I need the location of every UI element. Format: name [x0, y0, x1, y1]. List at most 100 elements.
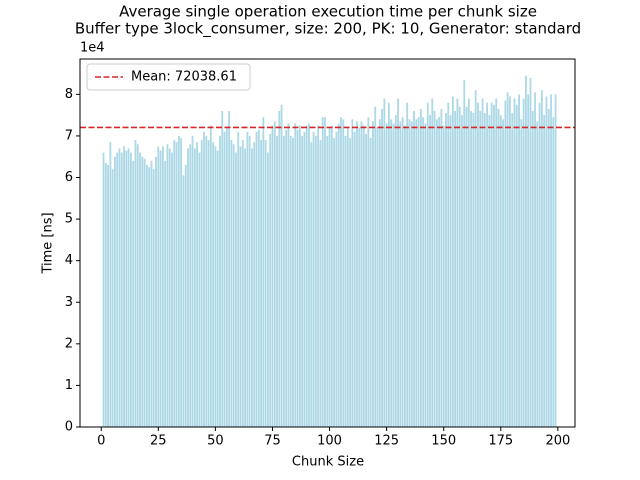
bar — [401, 117, 404, 427]
bar — [273, 121, 276, 428]
bar — [344, 135, 347, 427]
bar — [223, 131, 226, 427]
x-tick-label: 0 — [97, 434, 105, 449]
bar — [335, 131, 338, 427]
bar — [340, 117, 342, 427]
y-offset-label: 1e4 — [80, 41, 105, 56]
bar — [104, 162, 107, 427]
bar — [187, 148, 189, 427]
bar — [255, 131, 258, 427]
bar — [547, 108, 550, 427]
y-tick-label: 5 — [65, 212, 73, 227]
bar — [253, 142, 256, 427]
bar — [417, 117, 420, 427]
bar — [216, 150, 219, 427]
bar — [114, 156, 116, 427]
y-axis-label: Time [ns] — [41, 212, 56, 274]
bar — [456, 98, 459, 428]
bar — [447, 102, 450, 428]
bar — [177, 135, 180, 427]
bar — [463, 79, 466, 428]
bar — [358, 127, 361, 427]
bar — [145, 165, 148, 427]
bar — [349, 138, 352, 427]
bar — [171, 152, 173, 427]
bar — [120, 152, 123, 427]
bar — [442, 125, 445, 428]
chart-title: Average single operation execution time … — [119, 3, 537, 21]
bar — [458, 106, 461, 427]
bar — [219, 135, 221, 427]
bar — [435, 119, 438, 427]
plot-frame — [79, 58, 576, 428]
bar — [550, 94, 552, 427]
bar — [426, 102, 429, 428]
bar — [518, 94, 520, 427]
bar — [529, 77, 532, 428]
bar — [139, 152, 141, 427]
bar — [244, 148, 246, 427]
bar — [209, 125, 212, 428]
y-tick-label: 6 — [65, 170, 73, 185]
bar — [155, 156, 157, 427]
legend-box — [86, 63, 251, 91]
bar — [449, 115, 452, 427]
bar — [127, 148, 130, 427]
bar — [193, 148, 196, 427]
bar — [520, 119, 523, 427]
bar — [319, 140, 322, 427]
bar — [200, 140, 203, 427]
bar — [191, 135, 194, 427]
bar — [130, 152, 132, 427]
bar — [367, 117, 370, 427]
bar — [214, 146, 217, 428]
bar — [125, 150, 128, 427]
x-tick-label: 100 — [317, 434, 342, 449]
bar — [356, 121, 358, 428]
bar — [497, 108, 500, 427]
bar — [282, 135, 285, 427]
bar — [328, 127, 331, 427]
bar — [495, 98, 498, 428]
bar — [333, 138, 336, 427]
bar — [397, 98, 399, 428]
bar — [399, 121, 402, 428]
bar — [461, 115, 463, 427]
bar — [257, 129, 260, 427]
y-tick-label: 7 — [65, 128, 73, 143]
bar — [415, 119, 418, 427]
bar — [143, 158, 146, 427]
bar — [513, 98, 516, 428]
bar — [372, 121, 374, 428]
bar — [251, 148, 253, 427]
bar — [385, 123, 388, 428]
bar — [394, 115, 397, 427]
bar — [502, 119, 504, 427]
bar — [433, 110, 436, 427]
bar — [262, 117, 265, 427]
bar — [225, 127, 228, 427]
bar — [278, 110, 281, 427]
x-tick-label: 75 — [264, 434, 281, 449]
bar — [454, 110, 457, 427]
bar — [123, 146, 125, 428]
bar — [276, 135, 278, 427]
bar — [230, 140, 233, 427]
bar — [205, 135, 208, 427]
bar — [175, 142, 178, 427]
bar — [164, 160, 167, 427]
bar — [296, 129, 299, 427]
bar — [424, 123, 427, 428]
bar — [166, 144, 169, 428]
bar — [540, 90, 543, 428]
bar — [477, 102, 479, 428]
bar — [235, 152, 237, 427]
bar — [346, 127, 349, 427]
bar — [246, 131, 249, 427]
bar — [321, 117, 324, 427]
bar — [159, 150, 162, 427]
bar — [511, 113, 514, 428]
bar — [481, 98, 484, 428]
bar — [342, 119, 345, 427]
bar — [390, 119, 393, 427]
